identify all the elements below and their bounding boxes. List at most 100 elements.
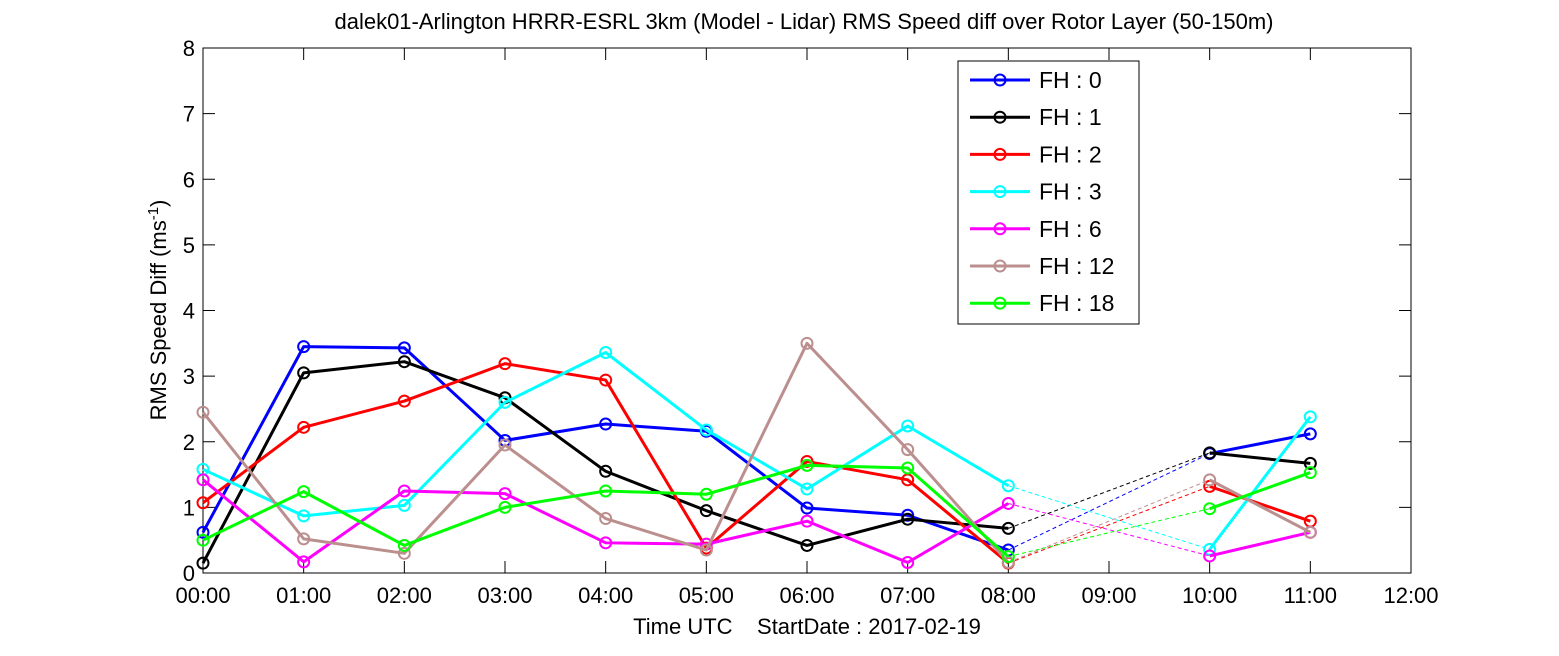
series-line bbox=[202, 463, 1010, 558]
data-point bbox=[1001, 479, 1015, 493]
data-point bbox=[1001, 521, 1015, 535]
data-point bbox=[800, 458, 814, 472]
x-tick-label: 12:00 bbox=[1383, 583, 1438, 608]
data-point bbox=[901, 512, 915, 526]
legend-swatch-marker bbox=[993, 259, 1007, 273]
y-tick-label: 8 bbox=[183, 36, 195, 61]
data-point bbox=[498, 395, 512, 409]
series-fh-1 bbox=[196, 355, 1317, 570]
series-line bbox=[201, 360, 1009, 564]
data-point bbox=[599, 373, 613, 387]
y-axis-label-superscript: -1 bbox=[145, 207, 162, 220]
y-axis-label-end: ) bbox=[146, 200, 171, 207]
legend-swatch-marker bbox=[993, 110, 1007, 124]
legend: FH : 0 FH : 1 FH : 2 FH : 3 FH : 6 FH : 12 FH … bbox=[957, 60, 1140, 325]
series-line bbox=[1208, 478, 1312, 534]
chart-title: dalek01-Arlington HRRR-ESRL 3km (Model -… bbox=[334, 9, 1273, 34]
data-point bbox=[498, 357, 512, 371]
data-point bbox=[1303, 427, 1317, 441]
y-tick-label: 6 bbox=[183, 167, 195, 192]
data-point bbox=[196, 496, 210, 510]
legend-entry: FH : 18 bbox=[1039, 290, 1114, 316]
y-axis-label: RMS Speed Diff (ms-1) bbox=[145, 200, 171, 421]
data-point bbox=[498, 487, 512, 501]
data-point bbox=[800, 514, 814, 528]
legend-entry: FH : 6 bbox=[1039, 216, 1102, 242]
legend-entry: FH : 0 bbox=[1039, 67, 1102, 93]
data-point bbox=[800, 538, 814, 552]
data-point bbox=[699, 504, 713, 518]
data-point bbox=[1303, 466, 1317, 480]
data-point bbox=[1303, 525, 1317, 539]
x-tick-label: 10:00 bbox=[1182, 583, 1237, 608]
y-axis-label-main: RMS Speed Diff (ms bbox=[146, 220, 171, 420]
data-point bbox=[599, 484, 613, 498]
series-line bbox=[1209, 451, 1311, 465]
data-point bbox=[498, 500, 512, 514]
series-layer bbox=[196, 336, 1317, 570]
data-point bbox=[297, 420, 311, 434]
y-tick-label: 7 bbox=[183, 102, 195, 127]
series-fh-18 bbox=[196, 458, 1317, 564]
series-line bbox=[201, 341, 1010, 564]
legend-swatch-marker bbox=[993, 185, 1007, 199]
legend-swatch-marker bbox=[993, 73, 1007, 87]
x-axis: 00:00 01:00 02:00 03:00 04:00 05:00 06:00 07:00… bbox=[175, 48, 1439, 608]
data-point bbox=[599, 346, 613, 359]
data-point bbox=[901, 508, 915, 522]
data-point bbox=[196, 556, 210, 570]
x-tick-label: 02:00 bbox=[377, 583, 432, 608]
series-line bbox=[202, 362, 1010, 565]
y-tick-label: 5 bbox=[183, 233, 195, 258]
legend-entry: FH : 2 bbox=[1039, 141, 1102, 167]
data-point bbox=[1001, 556, 1015, 569]
data-point bbox=[901, 419, 915, 433]
series-gap-line bbox=[1008, 453, 1210, 551]
data-point bbox=[1203, 502, 1217, 516]
y-tick-label: 1 bbox=[183, 495, 195, 520]
legend-box bbox=[957, 60, 1140, 325]
legend-swatch-marker bbox=[993, 222, 1007, 236]
data-point bbox=[297, 532, 311, 546]
legend-entry: FH : 12 bbox=[1039, 253, 1114, 279]
series-fh-12 bbox=[196, 336, 1317, 569]
series-line bbox=[201, 345, 1009, 552]
data-point bbox=[1001, 496, 1015, 510]
data-point bbox=[297, 555, 311, 569]
legend-swatch-marker bbox=[993, 296, 1007, 310]
series-line bbox=[202, 478, 1010, 564]
data-point bbox=[397, 546, 411, 560]
data-point bbox=[297, 509, 311, 523]
series-gap-line bbox=[1008, 452, 1210, 529]
data-point bbox=[397, 484, 411, 498]
data-point bbox=[297, 340, 311, 354]
data-point bbox=[397, 538, 411, 552]
data-point bbox=[1203, 473, 1217, 487]
data-point bbox=[901, 556, 915, 569]
data-point bbox=[699, 487, 713, 501]
data-point bbox=[196, 533, 210, 547]
data-point bbox=[1303, 410, 1317, 424]
data-point bbox=[800, 454, 814, 468]
data-point bbox=[800, 501, 814, 515]
series-line bbox=[1209, 484, 1311, 523]
data-point bbox=[397, 355, 411, 369]
series-line bbox=[1209, 471, 1311, 511]
series-fh-2 bbox=[196, 357, 1317, 570]
data-point bbox=[901, 461, 915, 475]
x-tick-label: 11:00 bbox=[1284, 583, 1337, 608]
x-tick-label: 04:00 bbox=[578, 583, 633, 608]
data-point bbox=[397, 394, 411, 408]
x-tick-label: 05:00 bbox=[679, 583, 734, 608]
series-gap-line bbox=[1008, 485, 1210, 550]
data-point bbox=[297, 485, 311, 499]
data-point bbox=[599, 512, 613, 526]
legend-swatch-marker bbox=[993, 147, 1007, 161]
y-tick-label: 0 bbox=[183, 561, 195, 586]
data-point bbox=[699, 423, 713, 437]
data-point bbox=[599, 536, 613, 550]
x-tick-label: 08:00 bbox=[981, 583, 1036, 608]
series-line bbox=[1208, 415, 1312, 551]
data-point bbox=[397, 498, 411, 512]
legend-entry: FH : 3 bbox=[1039, 179, 1102, 205]
